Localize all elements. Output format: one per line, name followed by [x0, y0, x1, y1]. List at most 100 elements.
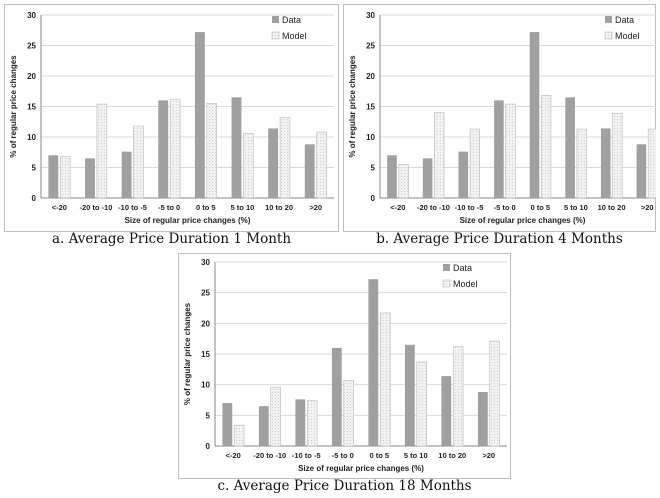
chart-panel-c: 0 5 10 15 20 25 30 <-20 -20 to -10 -10 to -5 -5 to…	[178, 253, 511, 479]
bar-data	[258, 406, 269, 446]
y-tick-label: 5	[206, 411, 211, 420]
x-axis-label: Size of regular price changes (%)	[125, 216, 251, 225]
bar-model	[306, 400, 318, 447]
x-tick-label: 0 to 5	[369, 451, 389, 460]
x-tick-label: <-20	[226, 451, 241, 460]
x-tick-label: >20	[309, 203, 322, 212]
y-tick-label: 15	[201, 350, 210, 359]
bar-chart: 0 5 10 15 20 25 30 <-20 -20 to -10 -10 to -5 -5 to…	[4, 4, 339, 232]
bar-data	[441, 376, 452, 446]
bar-data	[494, 100, 504, 198]
bar-data	[304, 144, 315, 198]
caption-b: b. Average Price Duration 4 Months	[376, 231, 623, 247]
y-tick-label: 10	[366, 133, 375, 142]
bar-model	[398, 164, 409, 199]
x-tick-label: 5 to 10	[564, 203, 588, 212]
legend-swatch-data	[272, 16, 279, 23]
bar-data	[222, 403, 233, 446]
bar-model	[133, 125, 144, 199]
bar-data	[158, 100, 169, 198]
bar-model	[647, 128, 656, 199]
chart-panel-a: 0 5 10 15 20 25 30 <-20 -20 to -10 -10 to -5 -5 to…	[4, 4, 339, 232]
bar-data	[194, 32, 205, 198]
x-tick-label: -5 to 0	[158, 203, 180, 212]
bar-model	[343, 380, 354, 447]
bar-data	[458, 151, 469, 198]
y-axis-label: % of regular price changes	[183, 302, 192, 405]
y-tick-label: 0	[206, 442, 211, 451]
bar-data	[268, 128, 279, 198]
bar-model	[434, 112, 445, 199]
legend-swatch-model	[442, 279, 451, 288]
bar-data	[331, 347, 342, 446]
bar-model	[169, 98, 181, 199]
bar-model	[416, 361, 427, 447]
x-tick-label: >20	[641, 203, 654, 212]
bar-data	[404, 344, 415, 446]
x-tick-label: -5 to 0	[494, 203, 516, 212]
bar-data	[231, 97, 242, 198]
bar-model	[279, 117, 291, 199]
bar-data	[121, 151, 132, 198]
bar-data	[600, 128, 611, 198]
x-tick-label: >20	[482, 451, 495, 460]
y-tick-label: 25	[27, 42, 36, 51]
y-tick-label: 10	[27, 133, 36, 142]
legend-label-data: Data	[615, 15, 634, 25]
x-tick-label: 0 to 5	[531, 203, 551, 212]
y-tick-label: 25	[366, 42, 375, 51]
x-tick-label: 0 to 5	[196, 203, 216, 212]
y-tick-label: 15	[366, 103, 375, 112]
x-tick-label: 10 to 20	[265, 203, 293, 212]
x-axis-label: Size of regular price changes (%)	[460, 216, 586, 225]
x-tick-label: -10 to -5	[292, 451, 321, 460]
x-tick-label: -20 to -10	[417, 203, 450, 212]
legend-label-data: Data	[453, 263, 472, 273]
bar-data	[85, 158, 95, 198]
bar-data	[529, 32, 540, 198]
legend-label-model: Model	[615, 31, 640, 41]
legend-label-data: Data	[282, 15, 301, 25]
legend-swatch-data	[605, 16, 612, 23]
bar-model	[541, 95, 552, 199]
y-tick-label: 30	[366, 11, 375, 20]
x-tick-label: 10 to 20	[438, 451, 466, 460]
x-tick-label: 5 to 10	[231, 203, 255, 212]
bar-model	[489, 340, 500, 447]
y-tick-label: 5	[371, 164, 376, 173]
bar-chart: 0 5 10 15 20 25 30 <-20 -20 to -10 -10 to -5 -5 to…	[178, 253, 511, 479]
y-tick-label: 20	[27, 72, 36, 81]
chart-panel-b: 0 5 10 15 20 25 30 <-20 -20 to -10 -10 to -5 -5 to…	[343, 4, 656, 232]
bar-data	[565, 97, 575, 198]
y-tick-label: 10	[201, 381, 210, 390]
bar-data	[387, 155, 397, 198]
caption-c: c. Average Price Duration 18 Months	[217, 478, 472, 494]
y-tick-label: 30	[27, 11, 36, 20]
y-tick-label: 15	[27, 103, 36, 112]
legend-swatch-data	[443, 264, 450, 271]
y-axis-label: % of regular price changes	[9, 55, 18, 158]
bar-model	[576, 128, 587, 199]
y-tick-label: 20	[366, 72, 375, 81]
caption-a: a. Average Price Duration 1 Month	[51, 231, 292, 247]
legend-label-model: Model	[282, 31, 307, 41]
bar-model	[505, 103, 516, 199]
y-tick-label: 0	[371, 194, 376, 203]
x-tick-label: <-20	[390, 203, 405, 212]
bar-model	[612, 112, 623, 199]
bar-model	[96, 103, 108, 199]
legend-label-model: Model	[453, 279, 478, 289]
y-tick-label: 25	[201, 289, 210, 298]
bar-data	[368, 279, 379, 446]
bar-chart: 0 5 10 15 20 25 30 <-20 -20 to -10 -10 to -5 -5 to…	[343, 4, 656, 232]
x-tick-label: -20 to -10	[79, 203, 112, 212]
bar-model	[233, 424, 245, 447]
bar-data	[636, 144, 647, 198]
bar-data	[477, 392, 488, 446]
x-tick-label: <-20	[52, 203, 67, 212]
x-tick-label: 5 to 10	[404, 451, 428, 460]
bar-data	[48, 155, 59, 198]
legend-swatch-model	[604, 31, 613, 40]
bar-model	[206, 103, 218, 199]
x-tick-label: -5 to 0	[332, 451, 354, 460]
